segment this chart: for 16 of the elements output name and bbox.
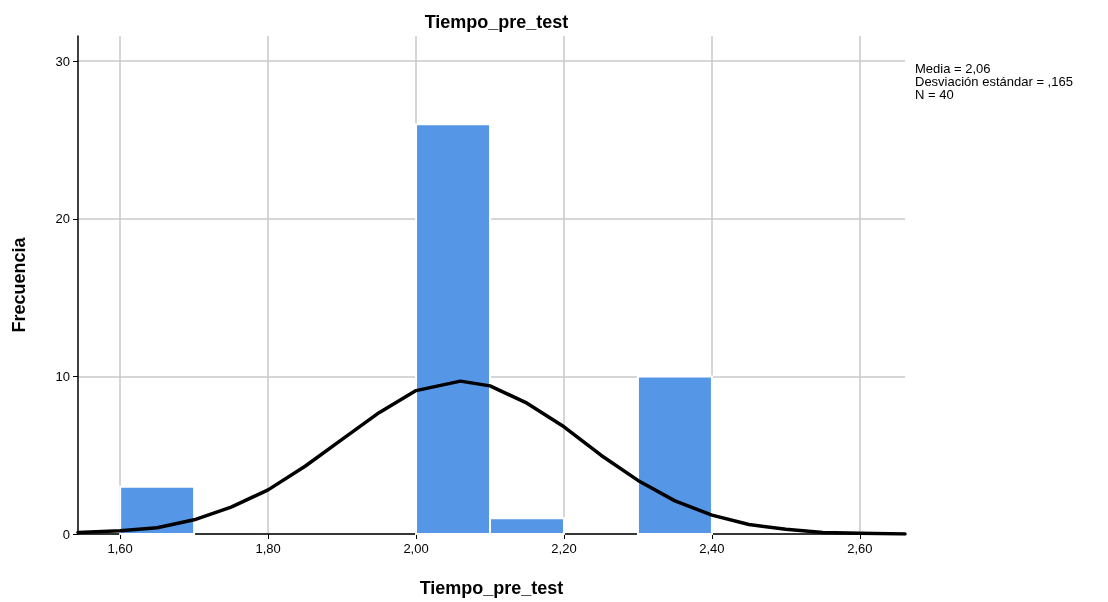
text: Desviación estándar = ,165 — [915, 74, 1073, 89]
y-tick-label: 30 — [55, 53, 70, 69]
x-tick-label: 2,60 — [847, 541, 873, 556]
x-tick-label: 2,00 — [403, 541, 429, 556]
chart-title: Tiempo_pre_test — [424, 12, 569, 32]
y-tick-label: 20 — [55, 211, 70, 227]
text: N = 40 — [915, 87, 954, 102]
x-tick-label: 2,20 — [551, 541, 577, 556]
text: Media = 2,06 — [915, 61, 991, 76]
y-axis-title: Frecuencia — [9, 236, 29, 333]
x-tick-label: 1,80 — [255, 541, 281, 556]
x-tick-label: 2,40 — [699, 541, 725, 556]
x-tick-label: 1,60 — [107, 541, 133, 556]
y-tick-label: 10 — [55, 368, 70, 384]
x-axis-title: Tiempo_pre_test — [419, 578, 564, 598]
y-tick-label: 0 — [62, 526, 70, 542]
